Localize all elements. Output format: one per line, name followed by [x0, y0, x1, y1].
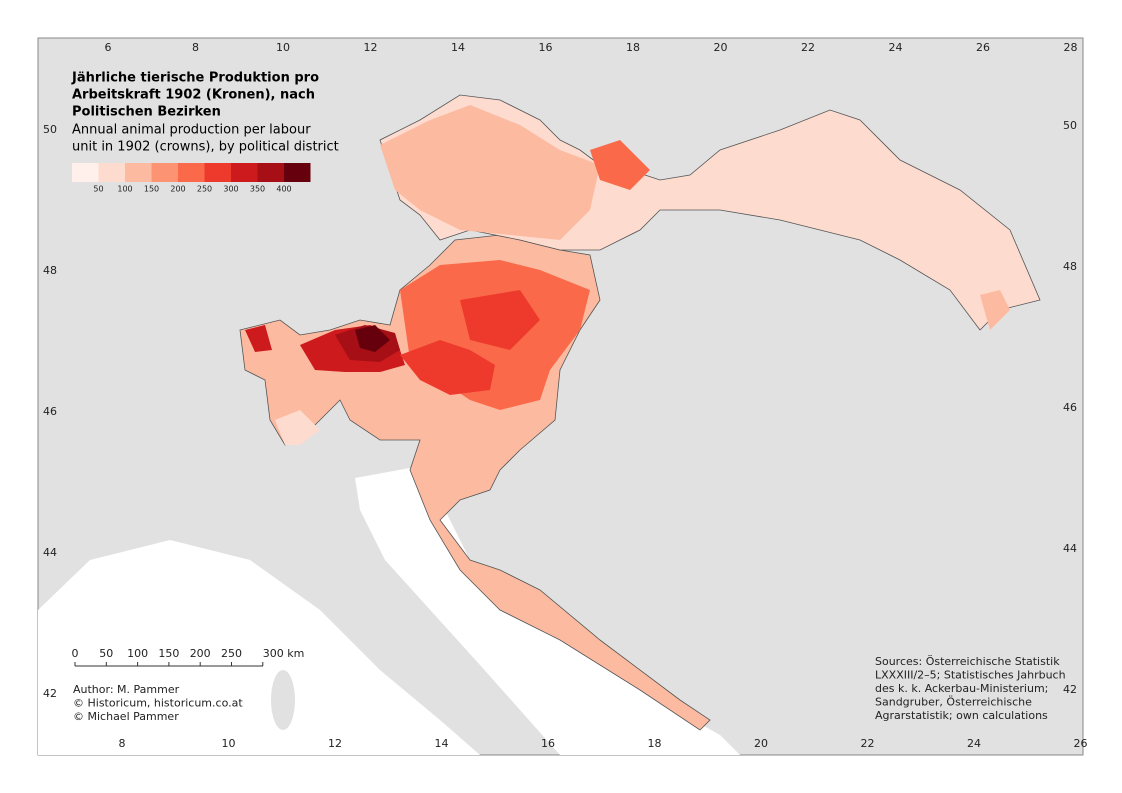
region — [355, 325, 390, 352]
title: Arbeitskraft 1902 (Kronen), nach — [72, 88, 315, 103]
tick-label: 16 — [541, 737, 555, 750]
tick-label: 42 — [43, 687, 57, 700]
tick-label: 44 — [1063, 542, 1077, 555]
legend-swatch — [98, 163, 125, 182]
author: © Historicum, historicum.co.at — [73, 697, 243, 710]
tick-label: 48 — [43, 264, 57, 277]
tick-label: 24 — [889, 41, 903, 54]
tick-label: 12 — [328, 737, 342, 750]
legend-label: 100 — [117, 185, 132, 194]
tick-label: 44 — [43, 546, 57, 559]
region — [380, 105, 600, 240]
region — [275, 410, 320, 445]
legend-label: 250 — [197, 185, 212, 194]
tick-label: 16 — [539, 41, 553, 54]
sources: Sources: Österreichische Statistik — [875, 655, 1060, 668]
tick-label: 26 — [976, 41, 990, 54]
tick-label: 20 — [754, 737, 768, 750]
tick-label: 10 — [276, 41, 290, 54]
legend-label: 50 — [93, 185, 103, 194]
legend-label: 150 — [144, 185, 159, 194]
author: © Michael Pammer — [73, 710, 179, 723]
legend: 50 100 150 200 250 300 350 400 — [72, 163, 311, 194]
scale-label: 100 — [127, 647, 148, 660]
island — [271, 670, 295, 730]
legend-swatch — [284, 163, 311, 182]
legend-label: 300 — [223, 185, 238, 194]
tick-label: 20 — [714, 41, 728, 54]
legend-label: 400 — [276, 185, 291, 194]
tick-label: 14 — [435, 737, 449, 750]
scale-label: 50 — [99, 647, 113, 660]
title: Jährliche tierische Produktion pro — [71, 71, 319, 86]
scale-label: 300 km — [263, 647, 305, 660]
tick-label: 24 — [967, 737, 981, 750]
sources: des k. k. Ackerbau-Ministerium; — [875, 682, 1048, 695]
tick-label: 46 — [1063, 401, 1077, 414]
tick-label: 8 — [119, 737, 126, 750]
tick-label: 6 — [105, 41, 112, 54]
region — [980, 290, 1010, 330]
title: Politischen Bezirken — [72, 105, 221, 120]
tick-label: 18 — [648, 737, 662, 750]
tick-label: 26 — [1074, 737, 1088, 750]
tick-label: 12 — [364, 41, 378, 54]
region — [245, 325, 272, 352]
scale-label: 0 — [72, 647, 79, 660]
legend-swatch — [125, 163, 152, 182]
tick-label: 22 — [801, 41, 815, 54]
legend-swatch — [72, 163, 99, 182]
sources: LXXXIII/2–5; Statistisches Jahrbuch — [875, 669, 1066, 682]
sources: Agrarstatistik; own calculations — [875, 709, 1048, 722]
tick-label: 22 — [861, 737, 875, 750]
tick-label: 50 — [43, 123, 57, 136]
subtitle: unit in 1902 (crowns), by political dist… — [72, 140, 339, 155]
legend-swatch — [151, 163, 178, 182]
legend-swatch — [257, 163, 284, 182]
tick-label: 14 — [451, 41, 465, 54]
tick-label: 18 — [626, 41, 640, 54]
scale-label: 200 — [190, 647, 211, 660]
legend-swatch — [231, 163, 258, 182]
legend-swatch — [204, 163, 231, 182]
legend-label: 200 — [170, 185, 185, 194]
region — [590, 140, 650, 190]
sea — [38, 540, 480, 755]
tick-label: 46 — [43, 405, 57, 418]
legend-label: 350 — [250, 185, 265, 194]
legend-swatch — [178, 163, 205, 182]
tick-label: 42 — [1063, 683, 1077, 696]
tick-label: 50 — [1063, 119, 1077, 132]
scale-label: 250 — [221, 647, 242, 660]
tick-label: 28 — [1064, 41, 1078, 54]
region — [400, 340, 495, 395]
author: Author: M. Pammer — [73, 683, 180, 696]
region — [460, 290, 540, 350]
tick-label: 8 — [192, 41, 199, 54]
tick-label: 10 — [222, 737, 236, 750]
scale-label: 150 — [158, 647, 179, 660]
subtitle: Annual animal production per labour — [72, 123, 311, 138]
tick-label: 48 — [1063, 260, 1077, 273]
sources: Sandgruber, Österreichische — [875, 696, 1032, 709]
